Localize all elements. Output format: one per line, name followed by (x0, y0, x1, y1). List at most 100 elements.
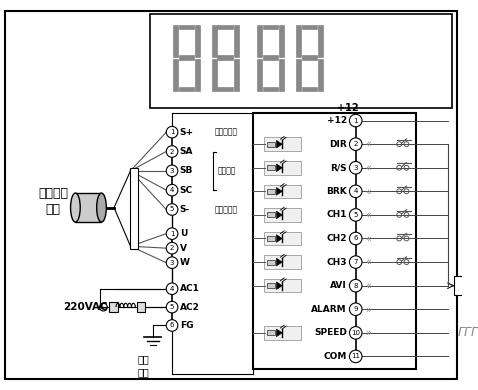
Text: S-: S- (180, 205, 190, 214)
Text: 11: 11 (351, 353, 360, 360)
Text: 2: 2 (170, 245, 174, 251)
Bar (253, 113, 416, 369)
Text: »: » (365, 304, 371, 314)
Bar (257, 59, 262, 90)
Polygon shape (276, 282, 282, 289)
Text: SA: SA (180, 147, 193, 156)
Text: ALARM: ALARM (311, 305, 347, 314)
Bar (217, 55, 233, 60)
Bar (234, 59, 239, 90)
Ellipse shape (71, 193, 80, 222)
Circle shape (166, 126, 178, 138)
Text: R/S: R/S (330, 163, 347, 172)
Circle shape (349, 209, 362, 221)
Circle shape (166, 283, 178, 294)
Text: CH2: CH2 (326, 234, 347, 243)
Circle shape (166, 228, 178, 239)
Bar (267, 213, 274, 217)
Circle shape (349, 232, 362, 245)
Bar (234, 25, 239, 57)
Circle shape (166, 184, 178, 196)
Text: U: U (180, 229, 187, 238)
Text: SPEED: SPEED (314, 328, 347, 337)
Bar (179, 55, 194, 60)
Text: 1: 1 (170, 230, 174, 237)
Circle shape (166, 242, 178, 254)
Bar (217, 87, 233, 90)
Text: 4: 4 (170, 286, 174, 292)
Bar (137, 302, 145, 312)
Text: 霏尔电源负: 霏尔电源负 (215, 205, 238, 214)
Polygon shape (276, 164, 282, 172)
Bar (267, 165, 274, 170)
Text: 5: 5 (354, 212, 358, 218)
Text: 10: 10 (351, 330, 360, 336)
Bar (267, 283, 274, 288)
Circle shape (166, 320, 178, 331)
Text: 5: 5 (170, 206, 174, 213)
Text: 7: 7 (353, 259, 358, 265)
Bar (454, 276, 466, 295)
Bar (302, 55, 317, 60)
Text: DIR: DIR (329, 140, 347, 149)
Bar (296, 25, 301, 57)
Bar (264, 184, 301, 198)
Polygon shape (276, 329, 282, 337)
Text: COM: COM (324, 352, 347, 361)
Text: 6: 6 (170, 323, 174, 328)
Bar (179, 25, 194, 29)
Bar (212, 25, 217, 57)
Text: 霏尔电源正: 霏尔电源正 (215, 128, 238, 136)
Bar (76, 193, 101, 222)
Circle shape (166, 257, 178, 268)
Bar (263, 55, 278, 60)
Text: 4: 4 (354, 188, 358, 194)
Bar (257, 25, 262, 57)
Text: 220VAC: 220VAC (63, 302, 108, 312)
Polygon shape (276, 211, 282, 219)
Text: AC2: AC2 (180, 303, 200, 312)
Text: 3: 3 (170, 260, 174, 266)
Bar (179, 87, 194, 90)
Circle shape (166, 146, 178, 157)
Bar (264, 279, 301, 292)
Text: AVI: AVI (330, 281, 347, 290)
Bar (296, 59, 301, 90)
Circle shape (166, 301, 178, 313)
Text: »: » (365, 328, 371, 338)
Polygon shape (276, 258, 282, 266)
Text: 1: 1 (170, 129, 174, 135)
Text: «: « (365, 234, 371, 243)
Bar (279, 59, 284, 90)
Bar (267, 189, 274, 194)
Bar (267, 330, 274, 335)
Circle shape (349, 185, 362, 198)
Text: 9: 9 (353, 306, 358, 312)
Text: +12: +12 (337, 103, 359, 113)
Bar (302, 87, 317, 90)
Text: 4: 4 (170, 187, 174, 193)
Bar (263, 87, 278, 90)
Circle shape (349, 303, 362, 316)
Polygon shape (276, 235, 282, 242)
Text: «: « (365, 186, 371, 196)
Text: 2: 2 (354, 141, 358, 147)
Circle shape (349, 161, 362, 174)
Bar (264, 326, 301, 340)
Circle shape (349, 326, 362, 339)
Text: «: « (365, 163, 371, 173)
Bar (217, 25, 233, 29)
Circle shape (349, 279, 362, 292)
Circle shape (349, 256, 362, 268)
Text: SB: SB (180, 166, 193, 176)
Circle shape (166, 165, 178, 177)
Text: FG: FG (180, 321, 193, 330)
Bar (267, 260, 274, 264)
Text: «: « (365, 139, 371, 149)
Text: 无刷直流
电机: 无刷直流 电机 (38, 187, 68, 216)
Text: 2: 2 (170, 149, 174, 154)
Bar (212, 59, 217, 90)
Bar (173, 25, 178, 57)
Text: V: V (180, 244, 187, 253)
Bar (267, 236, 274, 241)
